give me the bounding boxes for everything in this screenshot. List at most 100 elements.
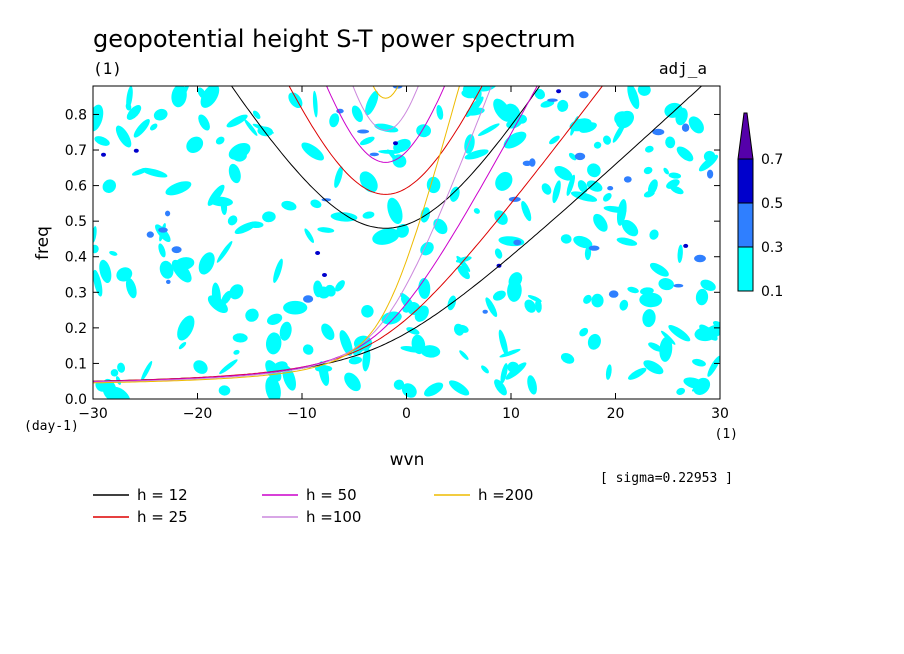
contour-patch-mid xyxy=(707,169,714,179)
contour-patch xyxy=(457,265,470,280)
contour-patch xyxy=(524,299,536,313)
contour-patch xyxy=(216,241,233,263)
colorbar-arrow xyxy=(737,112,754,160)
contour-patch xyxy=(448,380,470,396)
contour-patch xyxy=(344,372,361,392)
contour-patch xyxy=(499,348,521,358)
contour-patch-mid xyxy=(482,309,488,314)
contour-patch xyxy=(93,226,97,243)
contour-patch xyxy=(692,358,706,367)
contour-patch xyxy=(228,163,241,184)
x-axis-label: wvn xyxy=(390,450,425,470)
contour-patch xyxy=(658,278,674,291)
contour-patch xyxy=(695,288,709,306)
contour-patch xyxy=(279,321,292,341)
dispersion-curve-symmetric xyxy=(288,86,483,195)
dispersion-curve-symmetric xyxy=(326,86,446,163)
contour-patch xyxy=(698,154,719,172)
contour-patch xyxy=(507,361,519,373)
colorbar-label: 0.1 xyxy=(761,284,783,300)
contour-patch-mid xyxy=(513,239,522,246)
contour-patch xyxy=(220,198,228,215)
dispersion-curve-kelvin xyxy=(93,86,538,383)
contour-patch xyxy=(577,180,588,193)
contour-patch xyxy=(426,176,441,194)
contour-patch xyxy=(627,86,640,110)
contour-patch xyxy=(227,215,238,226)
contour-patch xyxy=(707,355,720,377)
contour-patch xyxy=(420,345,441,358)
colorbar-label: 0.3 xyxy=(761,240,783,256)
contour-patch xyxy=(712,321,720,329)
contour-patch xyxy=(321,323,335,341)
contour-patch-high xyxy=(683,243,689,248)
contour-patch xyxy=(457,324,469,333)
contour-patch xyxy=(473,208,480,214)
contour-patch xyxy=(330,212,358,222)
colorbar: 0.1 0.3 0.5 0.7 xyxy=(737,112,783,300)
contour-patch xyxy=(621,219,639,237)
y-tick-label: 0.4 xyxy=(65,250,87,266)
contour-patch xyxy=(587,333,601,350)
chart-subtitle-left: (1) xyxy=(93,59,122,78)
colorbar-label: 0.7 xyxy=(761,152,783,168)
contour-patch xyxy=(494,379,507,396)
power-contours xyxy=(93,86,720,399)
contour-patch xyxy=(109,250,118,256)
contour-patch xyxy=(481,365,489,374)
x-axis-unit: (1) xyxy=(715,427,738,442)
contour-patch xyxy=(218,385,231,396)
contour-patch xyxy=(392,154,407,168)
contour-patch xyxy=(570,116,579,136)
contour-patch xyxy=(549,135,560,145)
contour-patch xyxy=(649,229,659,240)
contour-patch-mid xyxy=(579,91,589,99)
contour-patch-mid xyxy=(357,129,370,134)
dispersion-curve-symmetric xyxy=(230,86,541,229)
y-tick-label: 0.5 xyxy=(65,214,87,230)
contour-patch xyxy=(219,359,238,375)
contour-patch xyxy=(229,284,244,300)
contour-patch xyxy=(110,369,119,377)
contour-patch-mid xyxy=(608,290,619,298)
contour-patch xyxy=(643,360,664,375)
contour-patch xyxy=(365,90,379,116)
contour-patch xyxy=(93,269,103,297)
contour-patch xyxy=(351,105,363,123)
contour-patch xyxy=(676,146,694,162)
dispersion-curve-symmetric xyxy=(352,86,419,131)
contour-patch-high xyxy=(133,148,139,153)
contour-patch xyxy=(665,136,676,149)
contour-patch xyxy=(664,102,683,118)
colorbar-segment xyxy=(737,202,754,248)
contour-patch xyxy=(159,260,174,279)
contour-patch xyxy=(615,110,635,129)
contour-patch xyxy=(153,108,168,121)
contour-patch xyxy=(362,347,371,372)
contour-patch xyxy=(627,286,639,294)
contour-patch xyxy=(102,378,117,399)
contour-patch xyxy=(593,141,602,149)
contour-patch xyxy=(407,302,421,315)
contour-patch xyxy=(480,86,497,92)
contour-patch xyxy=(605,364,612,380)
dispersion-curves xyxy=(93,86,703,384)
contour-patch-mid xyxy=(694,254,706,263)
x-tick-label: −30 xyxy=(78,406,108,422)
contour-patch xyxy=(579,327,589,337)
contour-patch xyxy=(335,280,345,292)
colorbar-segment xyxy=(737,158,754,204)
contour-patch xyxy=(378,149,401,154)
contour-patch xyxy=(642,309,656,328)
contour-patch xyxy=(374,123,399,133)
y-axis-label: freq xyxy=(33,226,53,260)
contour-patch xyxy=(541,183,552,195)
contour-patch xyxy=(215,136,225,145)
contour-patch xyxy=(265,376,281,399)
contour-patch xyxy=(492,290,506,301)
contour-patch-mid xyxy=(623,176,632,183)
contour-patch xyxy=(616,237,638,246)
contour-patch xyxy=(200,86,220,108)
x-tick-label: 10 xyxy=(502,406,520,422)
contour-patch-high xyxy=(393,141,398,146)
